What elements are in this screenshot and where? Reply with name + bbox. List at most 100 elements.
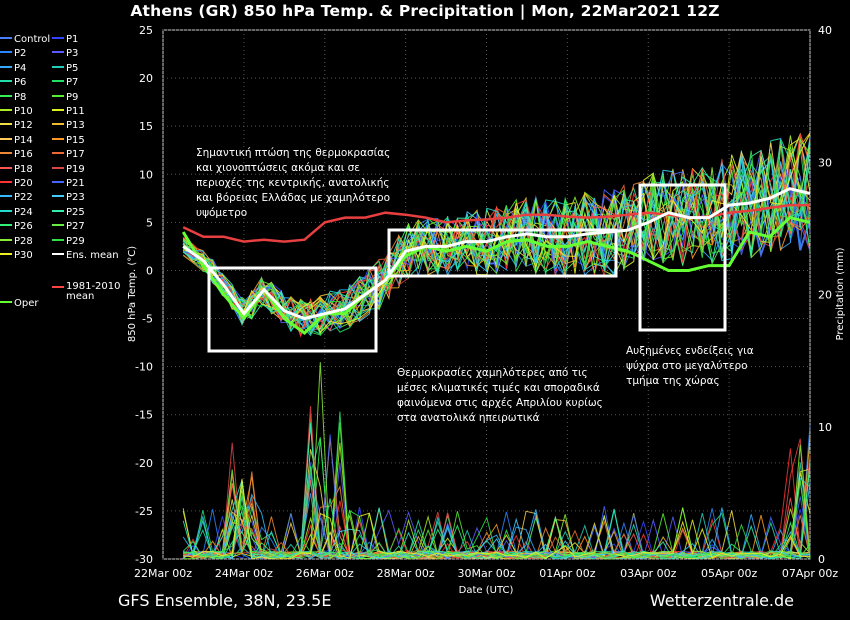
x-tick-label: 28Mar 00z [377, 567, 435, 580]
legend-item: P21 [52, 177, 85, 191]
member-line [183, 150, 811, 336]
y2-tick-label: 0 [818, 553, 825, 566]
legend-swatch [0, 37, 12, 39]
legend-swatch [0, 253, 12, 255]
precip-line [183, 478, 811, 560]
box-cool-late [638, 183, 727, 332]
legend-swatch [52, 195, 64, 198]
annotation-cold-drop: Σημαντική πτώση της θερμοκρασίας και χιον… [196, 146, 390, 221]
legend-swatch [0, 109, 12, 111]
legend-item: P13 [52, 119, 85, 133]
legend-item: P14 [0, 134, 33, 148]
legend-label: P9 [66, 91, 79, 103]
legend-label: P1 [66, 34, 79, 45]
y-axis-label: 850 hPa Temp. (°C) [127, 246, 138, 342]
legend-swatch [52, 286, 64, 289]
legend-label: P15 [66, 134, 85, 146]
y-tick-label: -30 [135, 553, 153, 566]
legend-label: Ens. mean [66, 250, 119, 261]
annotation-line: Αυξημένες ενδείξεις για [626, 345, 754, 357]
ensemble-members [182, 132, 811, 338]
legend-swatch [0, 181, 12, 183]
legend-label: Control [14, 34, 51, 45]
legend-item: P8 [0, 91, 26, 105]
legend-label: P26 [14, 221, 33, 233]
annotation-line: υψόμετρο [196, 207, 248, 219]
y-axis-ticks: 25 20 15 10 5 0 -5 -10 -15 -20 -25 -30 [135, 24, 153, 566]
y2-axis-ticks: 40 30 20 10 0 [818, 24, 832, 566]
legend-label: 1981-2010 mean [66, 281, 121, 303]
legend-swatch [0, 137, 12, 140]
annotation-line: φαινόμενα στις αρχές Απριλίου κυρίως [397, 397, 603, 409]
legend-swatch [52, 123, 64, 126]
y-tick-label: 5 [146, 216, 153, 229]
x-tick-label: 07Apr 00z [782, 567, 839, 580]
legend-item: P16 [0, 148, 33, 162]
legend-label: P6 [14, 77, 27, 89]
legend-label: P25 [66, 206, 85, 218]
legend-label: P20 [14, 178, 33, 189]
legend-label: P23 [66, 192, 85, 204]
legend-swatch [0, 300, 12, 303]
legend-label: P19 [66, 163, 85, 175]
annotation-cool-late: Αυξημένες ενδείξεις για ψύχρα στο μεγαλύτ… [626, 344, 754, 389]
legend-label: P5 [66, 62, 79, 74]
footer-source: Wetterzentrale.de [649, 591, 794, 610]
legend-label: P30 [14, 250, 33, 261]
legend-label: P24 [14, 206, 33, 218]
legend-swatch [52, 253, 64, 255]
legend-item: P29 [52, 235, 85, 249]
highlight-boxes [207, 183, 727, 353]
y-tick-label: 25 [139, 24, 153, 37]
y2-tick-label: 30 [818, 156, 832, 169]
y-tick-label: -25 [135, 505, 153, 518]
x-axis-label: Date (UTC) [459, 585, 514, 596]
annotation-below-average: Θερμοκρασίες χαμηλότερες από τις μέσες κλ… [397, 366, 603, 426]
annotation-line: και χιονοπτώσεις ακόμα και σε [196, 162, 360, 174]
legend-item: 1981-2010 mean [52, 282, 121, 302]
legend-swatch [52, 80, 64, 83]
legend-item: P12 [0, 119, 33, 133]
legend-label: Oper [14, 297, 39, 309]
precipitation-traces [182, 362, 811, 560]
legend-item: P15 [52, 134, 85, 148]
legend-item: P17 [52, 148, 85, 162]
x-tick-label: 03Apr 00z [620, 567, 677, 580]
legend-label: P4 [14, 62, 27, 74]
legend-item: P6 [0, 76, 26, 90]
legend-label: P3 [66, 48, 79, 60]
legend-label: P29 [66, 235, 85, 247]
x-tick-label: 30Mar 00z [457, 567, 515, 580]
box-cold-period [207, 266, 378, 353]
legend-item: P30 [0, 249, 33, 263]
x-tick-label: 05Apr 00z [701, 567, 758, 580]
mean-lines [181, 187, 811, 335]
legend-swatch [0, 123, 12, 126]
legend-swatch [52, 109, 64, 111]
x-tick-label: 22Mar 00z [134, 567, 192, 580]
annotation-line: περιοχές της κεντρικής, ανατολικής [196, 177, 390, 189]
legend-label: P8 [14, 91, 27, 103]
y-tick-label: 0 [146, 264, 153, 277]
x-tick-label: 24Mar 00z [215, 567, 273, 580]
legend-swatch [52, 94, 64, 97]
annotation-line: Σημαντική πτώση της θερμοκρασίας [196, 147, 391, 159]
legend-swatch [0, 166, 12, 169]
legend-swatch [0, 209, 12, 212]
chart-title: Athens (GR) 850 hPa Temp. & Precipitatio… [130, 2, 720, 20]
legend-label: P11 [66, 106, 85, 117]
legend-item: P26 [0, 220, 33, 234]
annotation-line: ψύχρα στο μεγαλύτερο [626, 360, 748, 372]
legend-swatch [0, 238, 12, 241]
x-axis-ticks: 22Mar 00z 24Mar 00z 26Mar 00z 28Mar 00z 30Ma… [134, 567, 838, 580]
y2-tick-label: 10 [818, 421, 832, 434]
legend-swatch [52, 51, 64, 54]
annotation-line: τμήμα της χώρας [626, 375, 720, 387]
legend-item: P10 [0, 105, 33, 119]
legend-item: P3 [52, 47, 78, 61]
legend-swatch [52, 65, 64, 68]
annotation-line: στα ανατολικά ηπειρωτικά [397, 412, 540, 424]
legend-swatch [52, 224, 64, 227]
legend-label: P16 [14, 149, 33, 161]
